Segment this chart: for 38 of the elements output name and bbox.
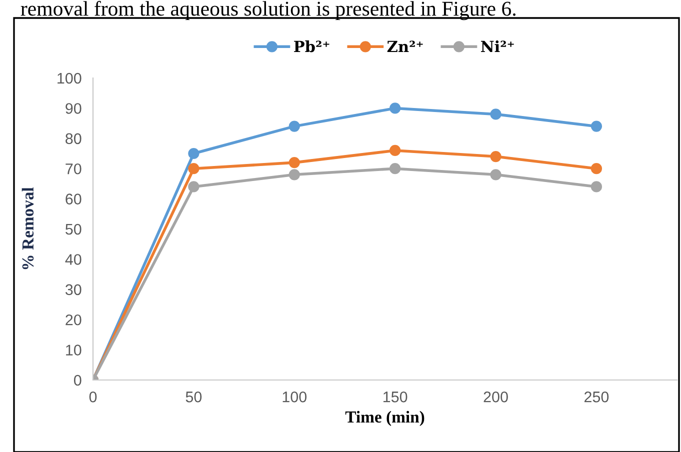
legend-label: Pb²⁺ [294,40,330,52]
legend-label: Ni²⁺ [481,40,514,52]
point [390,102,401,114]
point [490,169,502,180]
x-tick-label: 0 [89,392,97,402]
y-tick-label: 20 [66,314,82,326]
point [188,181,200,192]
y-tick-label: 80 [66,133,82,144]
point [490,150,502,162]
point [590,120,602,132]
point [590,181,602,192]
point [490,108,502,120]
y-tick-label: 90 [66,103,82,114]
point [188,163,200,174]
point [288,120,300,132]
y-tick-label: 100 [58,72,82,84]
y-tick-label: 50 [66,224,82,235]
x-tick-label: 50 [186,392,202,402]
y-tick-label: 70 [66,163,82,174]
y-tick-label: 10 [66,344,82,356]
x-tick-label: 100 [282,392,307,402]
x-tick-label: 250 [584,392,609,402]
y-tick-label: 30 [65,284,82,296]
y-tick-label: 0 [74,374,82,386]
point [288,157,300,168]
y-tick-label: 40 [65,254,82,265]
point [590,163,602,174]
point [288,169,300,180]
point [188,148,200,160]
x-tick-label: 200 [484,392,508,402]
text: removal from the aqueous solution is presented in Figure 6. [20,0,516,20]
point [390,144,401,156]
point [390,163,401,174]
x-axis-title: Time (min) [345,410,424,426]
y-axis-title: % Removal [22,187,34,270]
y-tick-label: 60 [66,194,82,204]
x-tick-label: 150 [383,392,408,402]
legend-label: Zn²⁺ [387,40,423,52]
